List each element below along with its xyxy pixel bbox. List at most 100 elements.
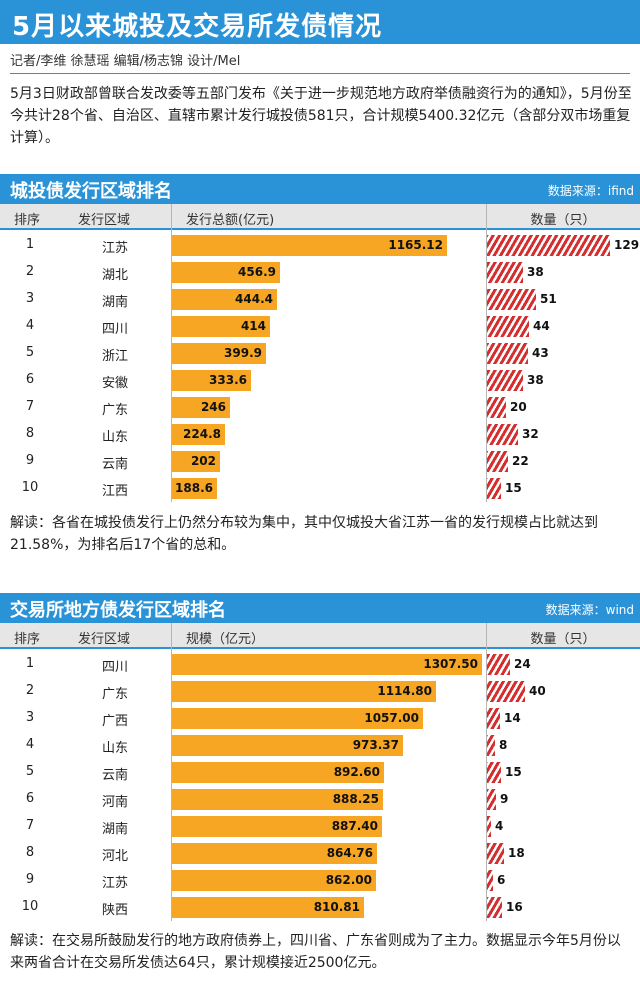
amount-label: 224.8 xyxy=(183,427,221,441)
table-row: 3 广西 1057.00 14 xyxy=(0,705,640,732)
row-rank: 5 xyxy=(25,764,35,779)
row-rank: 10 xyxy=(21,480,39,495)
amount-label: 399.9 xyxy=(224,346,262,360)
table2-column-header: 排序 发行区域 规模（亿元） 数量（只） xyxy=(0,623,640,649)
row-region: 山东 xyxy=(101,741,128,756)
amount-bar xyxy=(172,235,447,256)
table2-source: 数据来源：wind xyxy=(545,603,634,617)
table-row: 10 江西 188.6 15 xyxy=(0,475,640,502)
amount-label: 887.40 xyxy=(331,819,378,833)
count-label: 32 xyxy=(522,427,539,441)
table-row: 9 江苏 862.00 6 xyxy=(0,867,640,894)
amount-label: 862.00 xyxy=(325,873,372,887)
amount-label: 1114.80 xyxy=(377,684,432,698)
count-label: 15 xyxy=(505,481,522,495)
table-row: 9 云南 202 22 xyxy=(0,448,640,475)
amount-bar xyxy=(172,708,423,729)
table2-header: 交易所地方债发行区域排名 数据来源：wind xyxy=(0,593,640,623)
count-bar xyxy=(487,897,502,918)
count-bar xyxy=(487,843,504,864)
row-rank: 7 xyxy=(25,818,35,833)
table-row: 3 湖南 444.4 51 xyxy=(0,286,640,313)
amount-bar xyxy=(172,316,270,337)
table2-col-rank: 排序 xyxy=(14,632,41,647)
table1-col-region: 发行区域 xyxy=(78,213,131,228)
count-label: 24 xyxy=(514,657,531,671)
row-region: 四川 xyxy=(101,660,128,675)
amount-bar xyxy=(172,451,220,472)
row-region: 江西 xyxy=(101,484,128,499)
count-label: 14 xyxy=(504,711,521,725)
row-rank: 3 xyxy=(25,291,35,306)
table1-divider-left xyxy=(171,204,172,502)
row-region: 云南 xyxy=(101,768,128,783)
amount-label: 892.60 xyxy=(333,765,380,779)
table2-commentary: 解读：在交易所鼓励发行的地方政府债券上，四川省、广东省则成为了主力。数据显示今年… xyxy=(10,933,621,971)
table1-source: 数据来源：ifind xyxy=(547,184,634,198)
row-rank: 9 xyxy=(25,453,35,468)
count-bar xyxy=(487,654,510,675)
amount-label: 888.25 xyxy=(332,792,379,806)
intro-paragraph: 5月3日财政部曾联合发改委等五部门发布《关于进一步规范地方政府举债融资行为的通知… xyxy=(10,86,632,146)
table2-divider-right xyxy=(486,623,487,921)
row-region: 浙江 xyxy=(101,349,128,364)
count-bar xyxy=(487,789,496,810)
row-region: 云南 xyxy=(101,457,128,472)
row-rank: 1 xyxy=(25,237,35,252)
count-bar xyxy=(487,681,525,702)
row-region: 广东 xyxy=(101,403,128,418)
row-region: 河南 xyxy=(101,795,128,810)
row-region: 山东 xyxy=(101,430,128,445)
table1-header: 城投债发行区域排名 数据来源：ifind xyxy=(0,174,640,204)
table-row: 5 浙江 399.9 43 xyxy=(0,340,640,367)
row-rank: 8 xyxy=(25,845,35,860)
table2-col-count: 数量（只） xyxy=(530,632,596,647)
row-rank: 6 xyxy=(25,372,35,387)
count-label: 18 xyxy=(508,846,525,860)
row-rank: 2 xyxy=(25,683,35,698)
title-bar: 5月以来城投及交易所发债情况 xyxy=(0,0,640,44)
amount-label: 414 xyxy=(240,319,266,333)
count-label: 9 xyxy=(500,792,509,806)
count-label: 4 xyxy=(495,819,504,833)
row-region: 湖北 xyxy=(101,268,128,283)
table-row: 6 安徽 333.6 38 xyxy=(0,367,640,394)
amount-label: 1057.00 xyxy=(364,711,419,725)
count-bar xyxy=(487,316,529,337)
amount-label: 864.76 xyxy=(326,846,373,860)
amount-bar xyxy=(172,343,266,364)
amount-label: 1165.12 xyxy=(388,238,443,252)
amount-label: 202 xyxy=(190,454,216,468)
count-bar xyxy=(487,708,500,729)
table-row: 6 河南 888.25 9 xyxy=(0,786,640,813)
count-bar xyxy=(487,762,501,783)
amount-bar xyxy=(172,397,230,418)
amount-label: 973.37 xyxy=(352,738,399,752)
amount-label: 810.81 xyxy=(313,900,360,914)
amount-bar xyxy=(172,478,217,499)
row-rank: 10 xyxy=(21,899,39,914)
count-label: 129 xyxy=(614,238,640,252)
count-bar xyxy=(487,478,501,499)
page-title: 5月以来城投及交易所发债情况 xyxy=(12,12,383,42)
table-row: 7 湖南 887.40 4 xyxy=(0,813,640,840)
row-region: 陕西 xyxy=(101,903,128,918)
row-region: 江苏 xyxy=(101,876,128,891)
count-bar xyxy=(487,262,523,283)
table1-col-amount: 发行总额(亿元) xyxy=(186,213,275,228)
amount-label: 188.6 xyxy=(175,481,213,495)
count-label: 8 xyxy=(499,738,508,752)
count-label: 38 xyxy=(527,265,544,279)
table1-column-header: 排序 发行区域 发行总额(亿元) 数量（只） xyxy=(0,204,640,230)
row-rank: 4 xyxy=(25,737,35,752)
row-rank: 2 xyxy=(25,264,35,279)
row-region: 广西 xyxy=(101,714,128,729)
row-region: 安徽 xyxy=(101,376,128,391)
count-label: 20 xyxy=(510,400,527,414)
row-region: 广东 xyxy=(101,687,128,702)
table-row: 8 河北 864.76 18 xyxy=(0,840,640,867)
count-bar xyxy=(487,343,528,364)
amount-label: 1307.50 xyxy=(423,657,478,671)
table-row: 5 云南 892.60 15 xyxy=(0,759,640,786)
amount-bar xyxy=(172,789,383,810)
